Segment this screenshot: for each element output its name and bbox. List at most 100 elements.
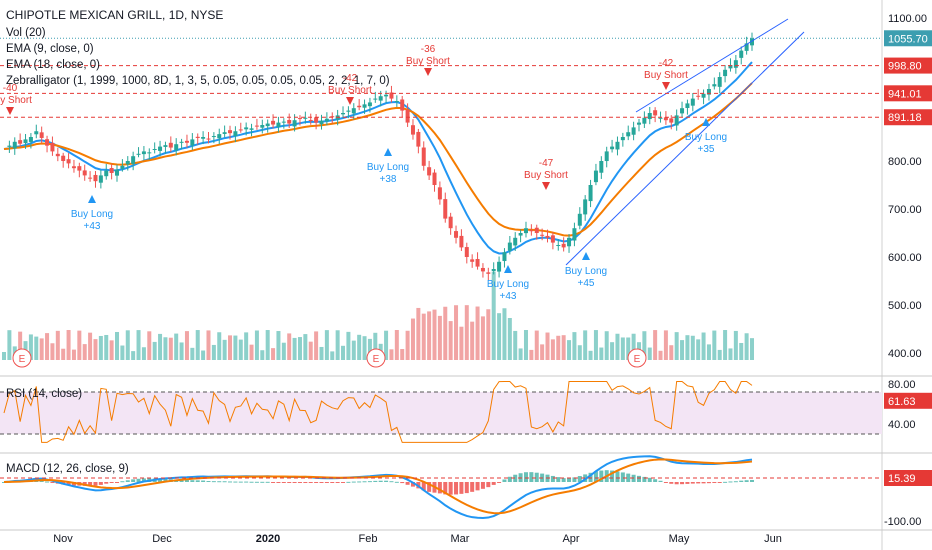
macd-histogram-bar: [131, 479, 136, 482]
volume-bar: [464, 305, 469, 360]
macd-histogram-bar: [577, 476, 582, 482]
volume-bar: [292, 337, 297, 360]
candle-body: [308, 119, 313, 121]
macd-histogram-bar: [314, 482, 319, 483]
candle-body: [45, 139, 50, 146]
candle-body: [556, 245, 561, 246]
candle-body: [50, 142, 55, 152]
volume-legend[interactable]: Vol (20): [6, 27, 46, 39]
candle-body: [163, 145, 168, 147]
time-axis-tick: Nov: [53, 533, 73, 545]
volume-bar: [233, 335, 238, 360]
macd-histogram-bar: [206, 481, 211, 483]
candle-body: [93, 174, 98, 182]
volume-bar: [158, 333, 163, 360]
candle-body: [23, 139, 28, 144]
volume-bar: [669, 345, 674, 360]
macd-histogram-bar: [389, 481, 394, 483]
candle-body: [593, 170, 598, 183]
symbol-title[interactable]: CHIPOTLE MEXICAN GRILL, 1D, NYSE: [6, 8, 223, 22]
candle-body: [561, 243, 566, 248]
candle-body: [28, 137, 33, 142]
earnings-marker-label: E: [634, 354, 641, 365]
macd-histogram-bar: [480, 482, 485, 489]
macd-histogram-bar: [233, 481, 238, 483]
candle-body: [66, 159, 71, 164]
volume-bar: [341, 345, 346, 360]
rsi-band: [0, 392, 882, 434]
volume-bars: [2, 271, 754, 360]
volume-bar: [502, 308, 507, 360]
candle-body: [680, 108, 685, 114]
macd-histogram-bar: [443, 482, 448, 495]
volume-bar: [335, 330, 340, 360]
candle-body: [346, 110, 351, 112]
volume-bar: [674, 332, 679, 360]
volume-bar: [55, 330, 60, 360]
candle-body: [389, 92, 394, 99]
zebralligator-legend[interactable]: Zebralligator (1, 1999, 1000, 8D, 1, 3, …: [6, 75, 390, 87]
candle-body: [115, 169, 120, 176]
volume-bar: [190, 347, 195, 360]
candle-body: [636, 122, 641, 125]
signal-value: -42: [659, 58, 674, 69]
macd-legend[interactable]: MACD (12, 26, close, 9): [6, 463, 129, 475]
signal-arrow-down: [662, 82, 670, 90]
volume-bar: [416, 307, 421, 360]
signal-label: Buy Short: [406, 56, 450, 67]
volume-bar: [276, 331, 281, 360]
volume-bar: [706, 344, 711, 360]
candle-body: [384, 94, 389, 97]
macd-histogram-bar: [217, 481, 222, 483]
volume-bar: [195, 330, 200, 360]
macd-value-tag: [884, 470, 932, 486]
candle-body: [690, 98, 695, 106]
signal-label: Buy Long: [565, 266, 607, 277]
price-level-tag: [884, 109, 932, 126]
volume-bar: [432, 309, 437, 360]
volume-bar: [238, 339, 243, 360]
macd-histogram-bar: [448, 482, 453, 495]
macd-value-label: 15.39: [888, 473, 916, 485]
candle-body: [432, 172, 437, 185]
candle-body: [723, 69, 728, 77]
candle-body: [276, 122, 281, 128]
volume-bar: [701, 332, 706, 360]
candle-body: [534, 227, 539, 233]
trendline-lower: [565, 31, 805, 266]
time-axis-tick: Feb: [359, 533, 378, 545]
candle-body: [158, 146, 163, 151]
macd-line: [3, 455, 753, 519]
macd-histogram-bar: [141, 478, 146, 482]
price-axis-tick: 600.00: [888, 252, 922, 264]
macd-histogram-bar: [470, 482, 475, 492]
macd-histogram-bar: [486, 482, 491, 488]
candle-body: [195, 136, 200, 138]
candle-body: [271, 120, 276, 125]
candle-body: [206, 138, 211, 140]
volume-bar: [615, 333, 620, 360]
ema18-legend[interactable]: EMA (18, close, 0): [6, 59, 100, 71]
macd-histogram-bar: [636, 475, 641, 482]
macd-histogram-bar: [319, 482, 324, 483]
volume-bar: [88, 332, 93, 360]
candle-body: [739, 50, 744, 58]
volume-bar: [696, 339, 701, 360]
volume-bar: [66, 330, 71, 360]
volume-bar: [507, 318, 512, 360]
volume-bar: [486, 309, 491, 360]
macd-histogram-bar: [271, 482, 276, 483]
rsi-legend[interactable]: RSI (14, close): [6, 388, 82, 400]
macd-histogram-bar: [39, 480, 44, 482]
time-axis-tick: Dec: [152, 533, 172, 545]
volume-bar: [739, 342, 744, 360]
candle-body: [330, 116, 335, 118]
macd-histogram-bar: [254, 481, 259, 483]
candle-body: [610, 146, 615, 150]
volume-bar: [405, 330, 410, 360]
macd-histogram-bar: [658, 480, 663, 482]
signal-value: +38: [380, 174, 397, 185]
candle-body: [184, 140, 189, 143]
ema9-legend[interactable]: EMA (9, close, 0): [6, 43, 94, 55]
